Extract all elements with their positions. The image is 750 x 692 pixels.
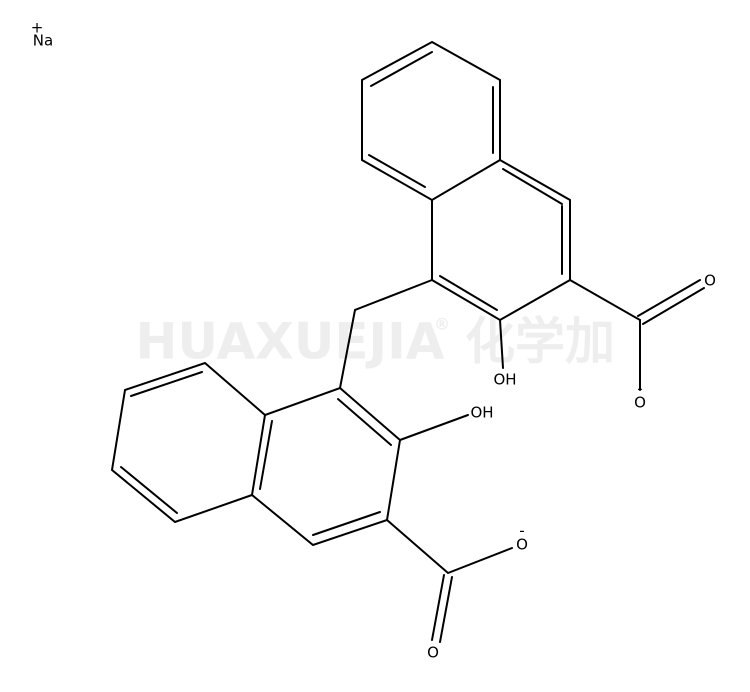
ring-b — [431, 159, 571, 322]
ring-a — [361, 40, 501, 202]
atom-charge: - — [637, 380, 642, 398]
ring-c-double — [259, 398, 392, 536]
carboxylate-bottom — [386, 519, 513, 643]
atom-label: OH — [493, 371, 516, 389]
ring-d-double — [120, 371, 203, 514]
oh-bond-top — [499, 319, 504, 369]
watermark-text: HUAXUEJIA — [136, 313, 445, 371]
labels: Na + OH O O - OH O - O — [31, 19, 716, 662]
atom-label: O — [516, 536, 528, 554]
ring-d — [110, 361, 266, 524]
atom-label: O — [427, 644, 439, 662]
atom-charge: - — [519, 522, 524, 540]
atom-label: O — [704, 272, 716, 290]
ring-c — [250, 386, 402, 547]
carboxylate-top — [569, 279, 705, 391]
ring-a-double — [368, 51, 494, 188]
watermark-mark: ® — [434, 315, 450, 334]
atom-label: O — [634, 394, 646, 412]
watermark-chinese: 化学加 — [465, 313, 615, 371]
atom-label: Na — [33, 32, 53, 50]
methylene — [339, 279, 433, 389]
atom-label: OH — [470, 404, 493, 422]
oh-bond-bottom — [399, 414, 469, 441]
bonds — [110, 40, 705, 643]
atom-charge: + — [31, 19, 44, 37]
watermark: HUAXUEJIA ® 化学加 — [136, 313, 615, 371]
ring-b-double — [439, 168, 563, 311]
